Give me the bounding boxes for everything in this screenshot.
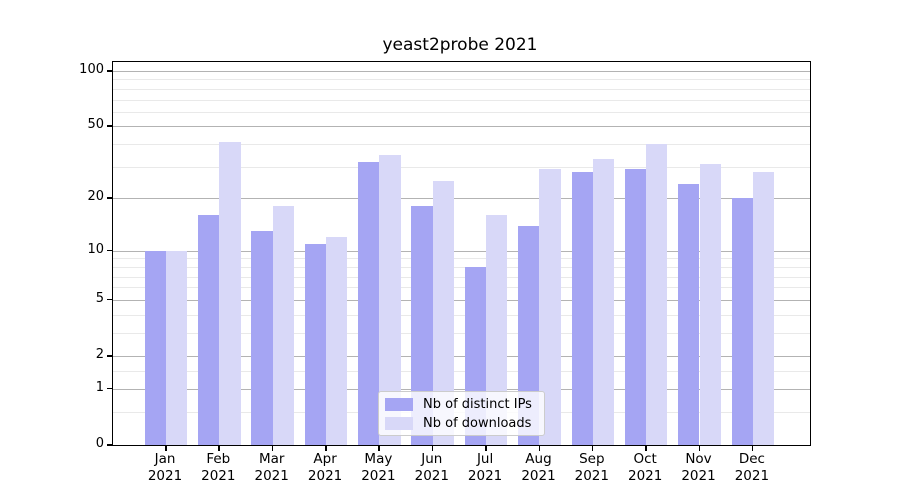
- x-tick-label-feb: Feb 2021: [201, 451, 236, 484]
- x-tick-label-mar: Mar 2021: [254, 451, 289, 484]
- gridline-major: [113, 299, 810, 301]
- bar-downloads-oct: [646, 144, 668, 445]
- y-tick-mark: [107, 298, 112, 301]
- bar-downloads-mar: [272, 206, 294, 445]
- bar-downloads-jun: [432, 181, 455, 445]
- gridline-minor: [113, 276, 810, 278]
- y-tick-label-2: 2: [95, 347, 104, 362]
- gridline-major: [113, 71, 810, 72]
- gridline-major: [113, 250, 810, 252]
- x-tick-label-apr: Apr 2021: [307, 451, 343, 484]
- bar-distinct-ips-may: [358, 161, 380, 445]
- bar-distinct-ips-feb: [198, 215, 220, 445]
- plot-area: [112, 61, 811, 446]
- y-tick-mark: [107, 444, 112, 446]
- bar-downloads-jul: [486, 215, 508, 445]
- y-tick-label-1: 1: [95, 379, 104, 395]
- x-tick-mark: [485, 445, 487, 451]
- legend-label-distinct-ips: Nb of distinct IPs: [423, 396, 532, 412]
- legend-label-downloads: Nb of downloads: [423, 415, 532, 431]
- gridline-minor: [113, 314, 810, 316]
- legend-swatch-distinct-ips: [385, 397, 413, 411]
- x-tick-mark: [165, 445, 167, 451]
- bar-downloads-feb: [219, 142, 241, 445]
- legend-swatch-downloads: [385, 416, 413, 430]
- bar-downloads-sep: [592, 159, 615, 445]
- y-tick-label-100: 100: [79, 62, 104, 77]
- y-tick-label-20: 20: [87, 189, 104, 205]
- x-tick-label-dec: Dec 2021: [734, 451, 770, 484]
- x-tick-mark: [431, 445, 434, 451]
- gridline-major: [113, 388, 810, 390]
- bar-distinct-ips-jan: [144, 250, 166, 445]
- bar-distinct-ips-jun: [411, 206, 433, 445]
- bar-downloads-jan: [166, 250, 188, 445]
- gridline-minor: [113, 166, 810, 168]
- y-tick-label-0: 0: [95, 436, 104, 451]
- bar-distinct-ips-dec: [731, 198, 753, 445]
- x-tick-label-oct: Oct 2021: [628, 451, 663, 484]
- x-tick-mark: [591, 445, 594, 451]
- bar-distinct-ips-mar: [251, 231, 273, 445]
- bar-downloads-dec: [752, 172, 775, 445]
- gridline-minor: [113, 99, 810, 101]
- x-tick-label-may: May 2021: [361, 451, 396, 484]
- gridline-minor: [113, 144, 810, 146]
- gridline-minor: [113, 266, 810, 268]
- gridline-major: [113, 356, 810, 357]
- x-tick-label-aug: Aug 2021: [521, 451, 556, 484]
- gridline-minor: [113, 79, 810, 81]
- gridline-minor: [113, 332, 810, 334]
- y-tick-mark: [107, 70, 112, 72]
- gridline-minor: [113, 258, 810, 260]
- x-tick-mark: [218, 445, 220, 451]
- x-tick-mark: [698, 445, 700, 451]
- y-tick-mark: [107, 197, 112, 199]
- x-tick-label-jul: Jul 2021: [467, 451, 503, 484]
- x-tick-label-jun: Jun 2021: [414, 451, 449, 484]
- legend: Nb of distinct IPs Nb of downloads: [378, 391, 545, 436]
- y-tick-label-10: 10: [87, 241, 104, 257]
- y-tick-mark: [107, 249, 112, 252]
- x-tick-label-jan: Jan 2021: [147, 451, 183, 484]
- bar-distinct-ips-apr: [304, 243, 327, 445]
- x-tick-label-nov: Nov 2021: [681, 451, 716, 484]
- gridline-minor: [113, 111, 810, 113]
- x-tick-label-sep: Sep 2021: [574, 451, 609, 484]
- x-tick-mark: [645, 445, 647, 451]
- x-tick-mark: [378, 445, 380, 451]
- legend-item-distinct-ips: Nb of distinct IPs: [385, 397, 538, 412]
- y-tick-mark: [107, 355, 112, 357]
- bar-downloads-nov: [699, 164, 721, 445]
- bar-distinct-ips-sep: [571, 172, 593, 445]
- gridline-minor: [113, 370, 810, 372]
- x-tick-mark: [538, 445, 540, 451]
- chart-title: yeast2probe 2021: [382, 35, 538, 55]
- x-tick-mark: [271, 445, 274, 451]
- x-tick-mark: [751, 445, 754, 451]
- gridline-major: [113, 126, 810, 128]
- y-tick-label-5: 5: [95, 290, 104, 306]
- bar-downloads-apr: [326, 237, 348, 445]
- bar-distinct-ips-aug: [518, 225, 540, 445]
- y-tick-label-50: 50: [87, 117, 104, 133]
- bar-downloads-may: [379, 154, 401, 445]
- y-tick-mark: [107, 125, 112, 127]
- y-tick-mark: [107, 387, 112, 390]
- bar-downloads-aug: [539, 169, 561, 445]
- bar-distinct-ips-oct: [624, 169, 647, 445]
- gridline-minor: [113, 88, 810, 90]
- gridline-minor: [113, 287, 810, 289]
- x-tick-mark: [325, 445, 327, 451]
- bar-distinct-ips-nov: [678, 184, 700, 445]
- legend-item-downloads: Nb of downloads: [385, 416, 538, 431]
- gridline-major: [113, 198, 810, 200]
